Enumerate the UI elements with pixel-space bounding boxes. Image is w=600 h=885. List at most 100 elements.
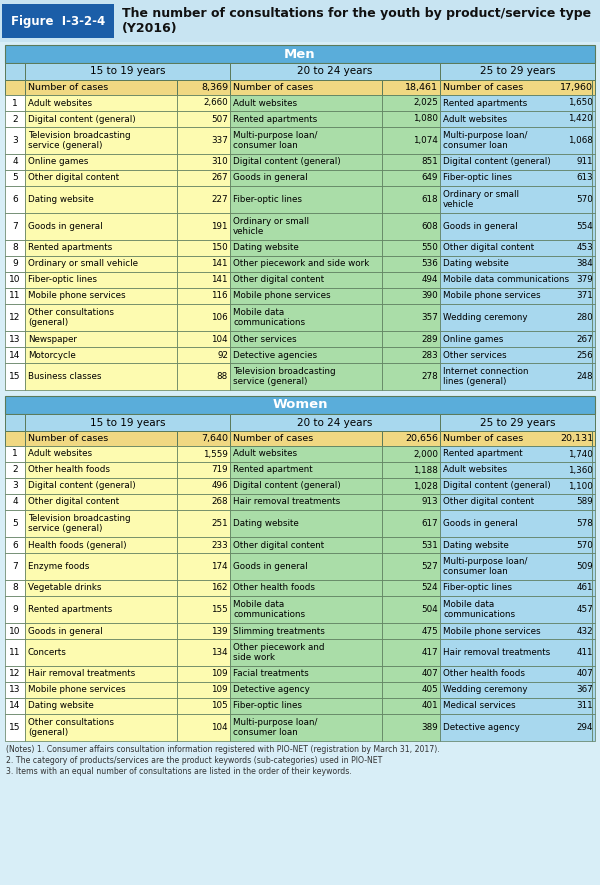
Bar bbox=[382, 537, 440, 553]
Bar bbox=[177, 580, 230, 596]
Bar bbox=[592, 186, 595, 213]
Text: Other consultations
(general): Other consultations (general) bbox=[28, 308, 114, 327]
Bar bbox=[5, 331, 25, 347]
Bar bbox=[230, 288, 382, 304]
Text: 150: 150 bbox=[211, 243, 228, 252]
Bar bbox=[177, 596, 230, 623]
Text: Enzyme foods: Enzyme foods bbox=[28, 562, 89, 571]
Text: 109: 109 bbox=[211, 686, 228, 695]
Bar bbox=[5, 45, 595, 63]
Text: 15 to 19 years: 15 to 19 years bbox=[90, 66, 165, 76]
Text: 719: 719 bbox=[211, 466, 228, 474]
Bar bbox=[592, 170, 595, 186]
Text: Rented apartments: Rented apartments bbox=[233, 114, 317, 124]
Text: Other health foods: Other health foods bbox=[28, 466, 110, 474]
Text: Adult websites: Adult websites bbox=[28, 450, 92, 458]
Text: Fiber-optic lines: Fiber-optic lines bbox=[28, 275, 97, 284]
Bar bbox=[25, 256, 177, 272]
Text: 9: 9 bbox=[12, 259, 18, 268]
Text: Detective agencies: Detective agencies bbox=[233, 350, 317, 359]
Bar bbox=[25, 682, 177, 698]
Text: 411: 411 bbox=[577, 648, 593, 657]
Text: 8: 8 bbox=[12, 583, 18, 592]
Text: 116: 116 bbox=[212, 291, 228, 301]
Bar bbox=[230, 347, 382, 363]
Bar bbox=[5, 639, 25, 666]
Bar bbox=[592, 111, 595, 127]
Bar bbox=[230, 127, 382, 154]
Text: 8,369: 8,369 bbox=[201, 83, 228, 92]
Text: 367: 367 bbox=[576, 686, 593, 695]
Text: Fiber-optic lines: Fiber-optic lines bbox=[443, 583, 512, 592]
Text: 384: 384 bbox=[576, 259, 593, 268]
Text: Adult websites: Adult websites bbox=[28, 98, 92, 107]
Bar bbox=[382, 304, 440, 331]
Bar bbox=[177, 363, 230, 390]
Text: Other digital content: Other digital content bbox=[28, 173, 119, 182]
Bar bbox=[25, 510, 177, 537]
Bar bbox=[382, 127, 440, 154]
Bar bbox=[5, 623, 25, 639]
Text: 1,080: 1,080 bbox=[413, 114, 438, 124]
Bar bbox=[440, 186, 592, 213]
Text: Hair removal treatments: Hair removal treatments bbox=[28, 669, 135, 679]
Text: 268: 268 bbox=[211, 497, 228, 506]
Bar bbox=[382, 494, 440, 510]
Bar bbox=[5, 462, 25, 478]
Bar bbox=[230, 623, 382, 639]
Text: 12: 12 bbox=[10, 313, 20, 322]
Text: Slimming treatments: Slimming treatments bbox=[233, 627, 325, 635]
Text: Rented apartment: Rented apartment bbox=[233, 466, 313, 474]
Bar bbox=[440, 510, 592, 537]
Text: 550: 550 bbox=[421, 243, 438, 252]
Text: Mobile phone services: Mobile phone services bbox=[233, 291, 331, 301]
Bar bbox=[5, 363, 25, 390]
Bar bbox=[440, 63, 595, 80]
Bar bbox=[440, 414, 595, 431]
Text: Other digital content: Other digital content bbox=[233, 541, 324, 550]
Text: 310: 310 bbox=[211, 158, 228, 166]
Bar bbox=[25, 331, 177, 347]
Bar bbox=[177, 510, 230, 537]
Text: 337: 337 bbox=[211, 136, 228, 145]
Bar bbox=[440, 256, 592, 272]
Text: 390: 390 bbox=[421, 291, 438, 301]
Text: Other digital content: Other digital content bbox=[233, 275, 324, 284]
Bar bbox=[592, 331, 595, 347]
Text: 1: 1 bbox=[12, 98, 18, 107]
Bar bbox=[592, 431, 595, 446]
Text: Health foods (general): Health foods (general) bbox=[28, 541, 127, 550]
Text: 3: 3 bbox=[12, 481, 18, 490]
Text: Concerts: Concerts bbox=[28, 648, 67, 657]
Bar bbox=[25, 95, 177, 111]
Text: 20 to 24 years: 20 to 24 years bbox=[298, 418, 373, 427]
Text: Mobile data
communications: Mobile data communications bbox=[233, 308, 305, 327]
Text: 389: 389 bbox=[421, 723, 438, 732]
Text: 92: 92 bbox=[217, 350, 228, 359]
Text: 1,100: 1,100 bbox=[568, 481, 593, 490]
Bar bbox=[592, 580, 595, 596]
Bar bbox=[177, 446, 230, 462]
Text: 141: 141 bbox=[212, 275, 228, 284]
Text: Dating website: Dating website bbox=[233, 519, 299, 528]
Bar bbox=[382, 288, 440, 304]
Text: 2: 2 bbox=[12, 114, 18, 124]
Bar bbox=[25, 186, 177, 213]
Bar bbox=[25, 623, 177, 639]
Text: 233: 233 bbox=[211, 541, 228, 550]
Bar bbox=[382, 80, 440, 95]
Bar bbox=[5, 272, 25, 288]
Bar bbox=[382, 666, 440, 682]
Text: Dating website: Dating website bbox=[443, 259, 509, 268]
Bar bbox=[592, 347, 595, 363]
Bar bbox=[177, 213, 230, 240]
Text: 7: 7 bbox=[12, 562, 18, 571]
Bar bbox=[177, 154, 230, 170]
Text: Vegetable drinks: Vegetable drinks bbox=[28, 583, 101, 592]
Bar bbox=[230, 714, 382, 741]
Text: 15: 15 bbox=[9, 372, 21, 381]
Bar bbox=[177, 462, 230, 478]
Bar bbox=[177, 288, 230, 304]
Bar bbox=[382, 95, 440, 111]
Bar bbox=[592, 623, 595, 639]
